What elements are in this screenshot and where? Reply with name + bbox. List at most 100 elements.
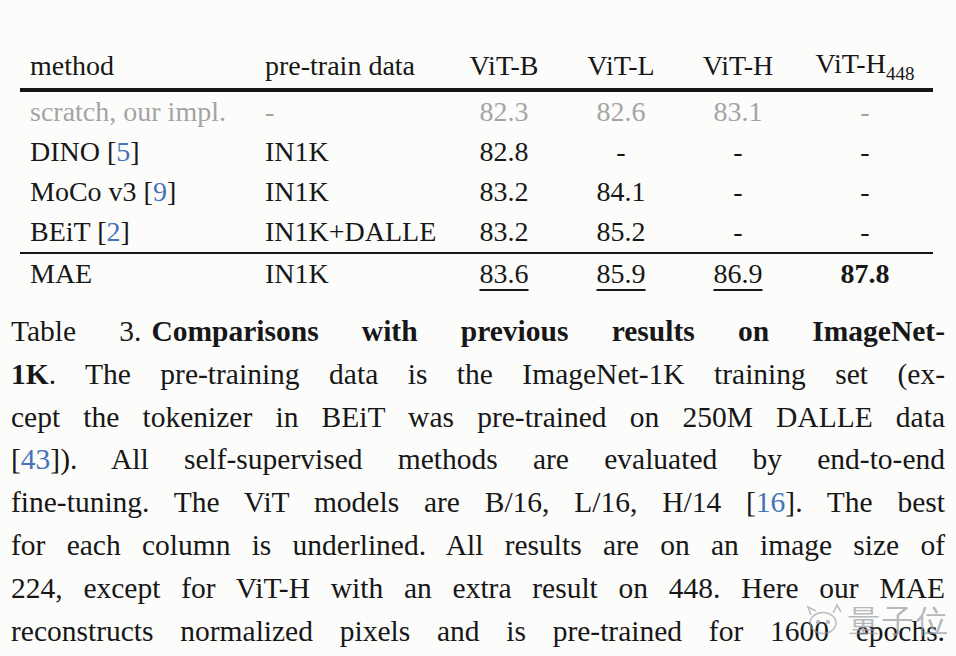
col-header-vit-h: ViT-H — [679, 50, 797, 82]
result-value: - — [733, 176, 742, 207]
cell-vit-h-448: - — [797, 216, 933, 248]
result-value: 82.8 — [480, 136, 529, 167]
method-label: scratch, our impl. — [30, 96, 226, 127]
result-value: - — [860, 96, 869, 127]
cell-vit-b: 82.3 — [445, 96, 563, 128]
col-header-subscript: 448 — [886, 62, 915, 83]
cell-method: BEiT [2] — [20, 216, 265, 248]
table-row-scratch-our-impl: scratch, our impl. - 82.3 82.6 83.1 - — [20, 92, 933, 132]
caption-line-5: fine-tuning. The ViT models are B/16, L/… — [11, 481, 945, 524]
result-value: 85.2 — [597, 216, 646, 247]
method-label: ] — [167, 176, 176, 207]
cell-method: MoCo v3 [9] — [20, 176, 265, 208]
result-value: 83.6 — [480, 258, 529, 289]
result-value: 82.6 — [597, 96, 646, 127]
cell-vit-h-448: - — [797, 176, 933, 208]
caption-line-1: Table 3. Comparisons with previous result… — [11, 310, 945, 353]
cell-vit-h: 83.1 — [679, 96, 797, 128]
caption-text: fine-tuning. The ViT models are B/16, L/… — [11, 486, 756, 518]
col-header-method: method — [20, 50, 265, 82]
caption-text: Table 3. — [11, 315, 141, 347]
caption-text: cept the tokenizer in BEiT was pre-train… — [11, 401, 945, 433]
method-label: ] — [120, 216, 129, 247]
result-value: 85.9 — [597, 258, 646, 289]
result-value: - — [860, 176, 869, 207]
caption-line-2: 1K. The pre-training data is the ImageNe… — [11, 353, 945, 396]
results-table: methodpre-train dataViT-BViT-LViT-HViT-H… — [20, 44, 933, 294]
citation-number: 2 — [106, 216, 120, 247]
result-value: 87.8 — [841, 258, 890, 289]
caption-text: . The pre-training data is the ImageNet-… — [49, 358, 945, 390]
caption-text: for each column is underlined. All resul… — [11, 529, 945, 561]
caption-line-6: for each column is underlined. All resul… — [11, 524, 945, 567]
caption-line-7: 224, except for ViT-H with an extra resu… — [11, 567, 945, 610]
result-value: - — [616, 136, 625, 167]
cell-vit-h: 86.9 — [679, 258, 797, 290]
method-label: ] — [130, 136, 139, 167]
col-header-vit-l: ViT-L — [563, 50, 679, 82]
cell-vit-l: 84.1 — [563, 176, 679, 208]
cell-method: MAE — [20, 258, 265, 290]
col-header-pretrain: pre-train data — [265, 50, 445, 82]
cell-vit-b: 83.2 — [445, 216, 563, 248]
cell-vit-h-448: - — [797, 96, 933, 128]
table-header-row: methodpre-train dataViT-BViT-LViT-HViT-H… — [20, 44, 933, 92]
cell-pretrain: IN1K — [265, 176, 445, 208]
method-label: BEiT [ — [30, 216, 106, 247]
cell-vit-l: 85.9 — [563, 258, 679, 290]
col-header-vit-b: ViT-B — [445, 50, 563, 82]
cell-vit-h-448: - — [797, 136, 933, 168]
cell-vit-h: - — [679, 136, 797, 168]
result-value: 83.2 — [480, 216, 529, 247]
cell-vit-b: 82.8 — [445, 136, 563, 168]
cell-vit-h: - — [679, 216, 797, 248]
caption-line-3: cept the tokenizer in BEiT was pre-train… — [11, 396, 945, 439]
cell-method: DINO [5] — [20, 136, 265, 168]
result-value: - — [733, 216, 742, 247]
result-value: 82.3 — [480, 96, 529, 127]
caption-text: 224, except for ViT-H with an extra resu… — [11, 572, 945, 604]
table-row-mae: MAE IN1K 83.6 85.9 86.9 87.8 — [20, 252, 933, 294]
cell-pretrain: IN1K — [265, 258, 445, 290]
citation-number: 9 — [153, 176, 167, 207]
result-value: - — [860, 136, 869, 167]
cell-vit-l: 82.6 — [563, 96, 679, 128]
cell-pretrain: - — [265, 96, 445, 128]
cell-vit-h-448: 87.8 — [797, 258, 933, 290]
caption-text: [ — [11, 443, 21, 475]
caption-text: Comparisons with previous results on Ima… — [151, 315, 945, 347]
cell-vit-l: 85.2 — [563, 216, 679, 248]
cell-vit-h: - — [679, 176, 797, 208]
cell-vit-l: - — [563, 136, 679, 168]
table-caption: Table 3. Comparisons with previous result… — [11, 310, 945, 652]
cell-pretrain: IN1K+DALLE — [265, 216, 445, 248]
citation-number: 16 — [756, 486, 786, 518]
caption-text: ]). All self-supervised methods are eval… — [50, 443, 945, 475]
table-row-dino: DINO [5]IN1K82.8--- — [20, 132, 933, 172]
caption-text: ]. The best — [785, 486, 945, 518]
caption-line-8: reconstructs normalized pixels and is pr… — [11, 610, 945, 653]
result-value: 86.9 — [714, 258, 763, 289]
result-value: 83.2 — [480, 176, 529, 207]
method-label: MAE — [30, 258, 92, 289]
method-label: MoCo v3 [ — [30, 176, 153, 207]
cell-vit-b: 83.6 — [445, 258, 563, 290]
method-label: DINO [ — [30, 136, 116, 167]
col-header-vit-h-448: ViT-H448 — [797, 48, 933, 85]
result-value: 83.1 — [714, 96, 763, 127]
caption-text: reconstructs normalized pixels and is pr… — [11, 615, 945, 647]
citation-number: 5 — [116, 136, 130, 167]
table-body: scratch, our impl.-82.382.683.1-DINO [5]… — [20, 92, 933, 294]
cell-pretrain: IN1K — [265, 136, 445, 168]
caption-text: 1K — [11, 358, 49, 390]
result-value: - — [860, 216, 869, 247]
caption-line-4: [43]). All self-supervised methods are e… — [11, 438, 945, 481]
cell-method: scratch, our impl. — [20, 96, 265, 128]
table-row-moco-v3: MoCo v3 [9]IN1K83.284.1-- — [20, 172, 933, 212]
table-row-beit: BEiT [2]IN1K+DALLE83.285.2-- — [20, 212, 933, 252]
result-value: - — [733, 136, 742, 167]
cell-vit-b: 83.2 — [445, 176, 563, 208]
paper-table-screenshot: { "colors":{ "bg":"#fcfcfb","text":"#171… — [0, 0, 956, 656]
citation-number: 43 — [21, 443, 51, 475]
result-value: 84.1 — [597, 176, 646, 207]
